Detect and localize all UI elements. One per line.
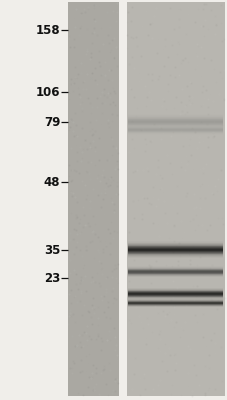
Bar [127,249,222,250]
Bar [127,117,222,118]
Text: 23: 23 [44,272,60,284]
Text: 79: 79 [44,116,60,128]
Bar [127,257,222,258]
Bar [127,241,222,242]
Text: 158: 158 [36,24,60,36]
Bar [127,254,222,255]
Bar [126,2,224,396]
Bar [127,255,222,256]
Bar [127,118,222,119]
Bar [127,242,222,243]
Text: 48: 48 [44,176,60,188]
Bar [127,246,222,247]
Bar [127,247,222,248]
Bar [127,243,222,244]
Bar [127,253,222,254]
Bar [127,122,222,123]
Bar [68,2,118,396]
Text: 106: 106 [36,86,60,98]
Bar [127,126,222,127]
Text: 35: 35 [44,244,60,256]
Bar [127,250,222,251]
Bar [127,256,222,257]
Bar [127,252,222,253]
Bar [127,248,222,249]
Bar [127,245,222,246]
Bar [127,251,222,252]
Bar [127,244,222,245]
